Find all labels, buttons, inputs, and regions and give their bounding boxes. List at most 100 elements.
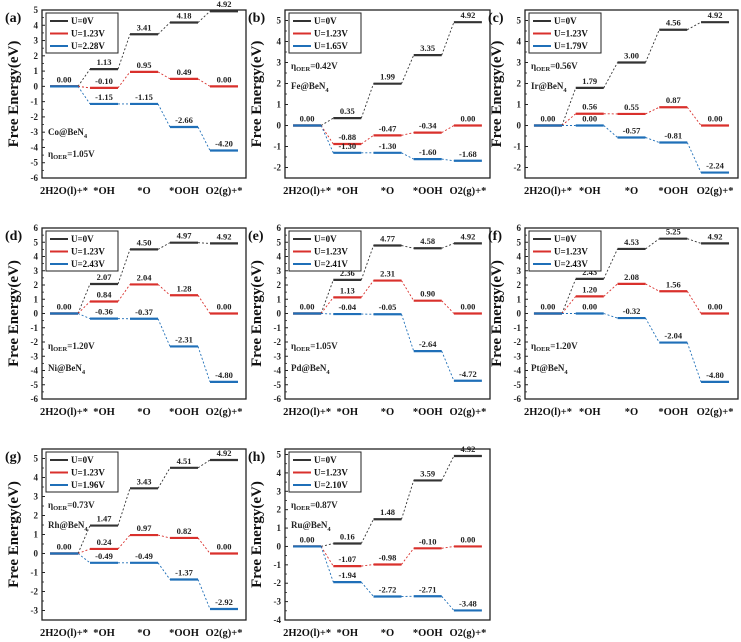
- overpotential-label: ηOER=0.87V: [291, 500, 338, 512]
- x-category-label: *OOH: [658, 407, 688, 418]
- connector-line: [360, 519, 374, 544]
- value-label: 0.00: [300, 114, 315, 124]
- y-tick-label: 4: [277, 37, 282, 47]
- x-category-label: *OH: [93, 628, 115, 639]
- legend: U=0V U=1.23V U=2.43V: [45, 230, 119, 272]
- y-tick-label: -6: [274, 394, 282, 404]
- value-label: -0.49: [135, 551, 153, 561]
- connector-line: [360, 581, 374, 597]
- series-U2_43V: [50, 312, 238, 383]
- y-tick-label: 5: [277, 16, 282, 26]
- legend-entry: U=0V: [314, 16, 337, 26]
- value-label: 4.18: [177, 11, 192, 21]
- connector-line: [686, 142, 702, 173]
- connector-line: [117, 34, 131, 70]
- connector-line: [360, 83, 374, 119]
- value-label: -1.94: [338, 570, 356, 580]
- overpotential-label: ηOER=1.20V: [48, 341, 95, 353]
- value-label: 4.92: [460, 444, 475, 454]
- x-category-label: *O: [137, 628, 150, 639]
- legend-entry: U=2.43V: [554, 259, 588, 269]
- value-label: -0.88: [338, 132, 356, 142]
- x-category-label: *OH: [579, 407, 601, 418]
- y-tick-label: -5: [514, 380, 522, 390]
- y-tick-label: 1: [517, 294, 522, 304]
- value-label: -2.66: [175, 115, 193, 125]
- connector-line: [117, 488, 131, 526]
- connector-line: [157, 318, 171, 347]
- y-tick-label: 5: [277, 237, 282, 247]
- y-tick-label: 1: [34, 294, 39, 304]
- x-category-label: *OOH: [658, 186, 688, 197]
- connector-line: [441, 158, 454, 162]
- x-category-label: O2(g)+*: [206, 407, 243, 418]
- y-tick-label: 4: [34, 473, 39, 483]
- series-U2_28V: [50, 85, 238, 152]
- overpotential-label: ηOER=0.42V: [291, 61, 338, 73]
- y-axis-label: Free Energy(eV): [6, 481, 22, 588]
- connector-line: [441, 300, 455, 314]
- y-tick-label: 2: [34, 280, 39, 290]
- connector-line: [603, 313, 618, 319]
- value-label: -2.24: [706, 161, 724, 171]
- y-axis-label: Free Energy(eV): [6, 260, 22, 367]
- x-category-label: *OH: [337, 186, 359, 197]
- y-axis-label: Free Energy(eV): [249, 41, 265, 148]
- x-category-label: 2H2O(l)+*: [283, 407, 331, 418]
- connector-line: [401, 280, 415, 301]
- panel-e: -6 -5 -4 -3 -2 -1 0 1 2 3 4 5 6 (e) Free Energy(eV) 2H2…: [248, 223, 491, 418]
- connector-line: [645, 106, 660, 115]
- panel-a: -6 -5 -4 -3 -2 -1 0 1 2 3 4 5 (a) Free Energy(eV) 2H2O…: [5, 0, 247, 197]
- x-category-label: *OH: [93, 407, 115, 418]
- legend-entry: U=2.10V: [314, 480, 348, 490]
- value-label: -0.34: [419, 121, 437, 131]
- connector-line: [441, 125, 455, 134]
- overpotential-label: ηOER=1.05V: [48, 149, 95, 161]
- series-U1_65V: [293, 124, 482, 162]
- value-label: -1.37: [175, 568, 193, 578]
- legend-entry: U=0V: [314, 455, 337, 465]
- value-label: -0.47: [379, 123, 397, 133]
- y-tick-label: 1: [517, 100, 522, 110]
- value-label: -0.36: [95, 307, 113, 317]
- value-label: 4.92: [460, 10, 475, 20]
- connector-line: [77, 525, 91, 554]
- y-tick-label: 6: [277, 223, 282, 233]
- y-tick-label: 3: [34, 36, 39, 46]
- y-tick-label: 0: [34, 309, 39, 319]
- value-label: 0.16: [340, 532, 355, 542]
- connector-line: [561, 113, 577, 126]
- legend-entry: U=0V: [314, 234, 337, 244]
- connector-line: [441, 595, 455, 611]
- x-category-label: 2H2O(l)+*: [524, 407, 572, 418]
- connector-line: [686, 291, 702, 314]
- y-tick-label: 3: [34, 492, 39, 502]
- connector-line: [645, 238, 660, 250]
- y-tick-label: -1: [514, 142, 522, 152]
- legend-entry: U=1.23V: [71, 247, 105, 257]
- connector-line: [157, 467, 171, 489]
- x-category-label: *O: [625, 407, 638, 418]
- legend-entry: U=1.23V: [554, 247, 588, 257]
- y-tick-label: 2: [34, 511, 39, 521]
- y-tick-label: 3: [277, 266, 282, 276]
- catalyst-label: Pt@BeN4: [531, 363, 568, 376]
- value-label: 0.35: [340, 106, 355, 116]
- value-label: -1.60: [419, 147, 437, 157]
- value-label: 0.00: [57, 74, 72, 84]
- connector-line: [157, 242, 171, 250]
- legend-entry: U=0V: [554, 16, 577, 26]
- panel-letter: (a): [5, 11, 22, 26]
- catalyst-label: Fe@BeN4: [291, 81, 329, 94]
- value-label: 4.50: [137, 237, 152, 247]
- panel-c: -2 -1 0 1 2 3 4 5 (c) Free Energy(eV) 2H2O(l)+* *OH…: [488, 9, 739, 197]
- y-tick-label: -4: [274, 366, 282, 376]
- value-label: 3.00: [624, 51, 639, 61]
- connector-line: [401, 314, 415, 352]
- legend-entry: U=1.23V: [554, 29, 588, 39]
- panel-h: -4 -3 -2 -1 0 1 2 3 4 5 (h) Free Energy(eV) 2H2O(l)+…: [248, 444, 491, 639]
- x-category-label: 2H2O(l)+*: [283, 628, 331, 639]
- y-tick-label: 3: [277, 486, 282, 496]
- connector-line: [197, 459, 211, 469]
- y-axis-label: Free Energy(eV): [249, 481, 265, 588]
